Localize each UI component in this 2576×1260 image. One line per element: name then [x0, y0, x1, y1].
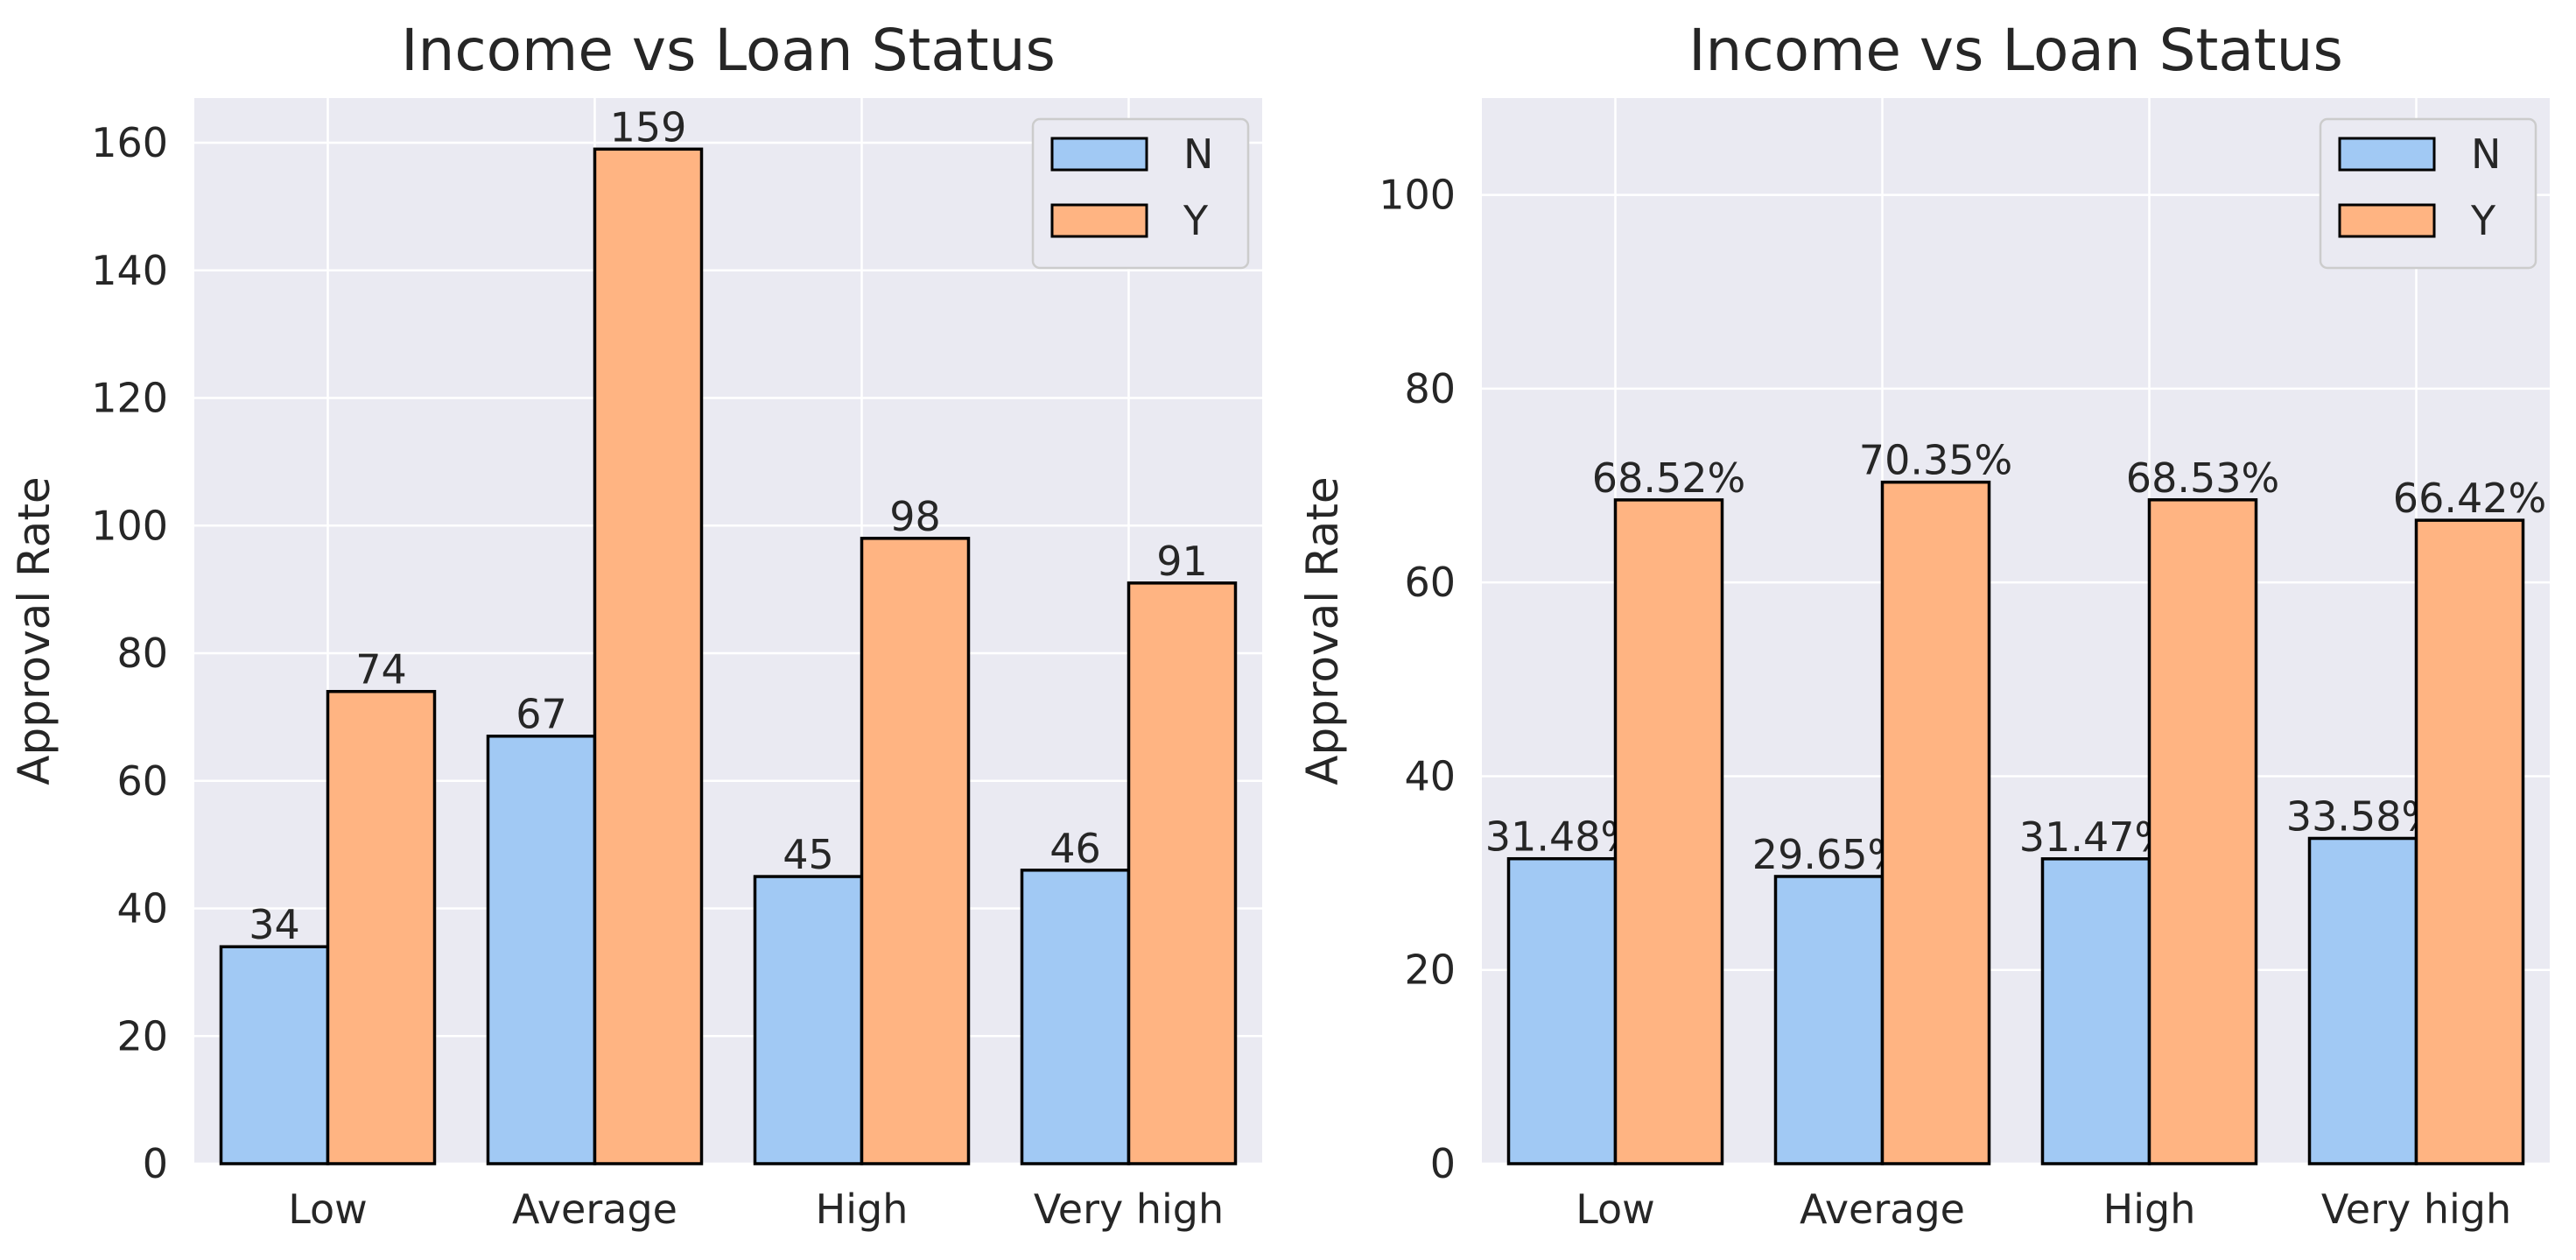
bar-n-high — [2040, 857, 2151, 1165]
y-tick-label: 100 — [91, 502, 168, 549]
bar-value-label: 159 — [610, 103, 687, 151]
bar-y-very-high — [1127, 581, 1238, 1165]
bar-y-average — [1880, 480, 1991, 1165]
y-tick-label: 0 — [143, 1140, 168, 1187]
y-tick-label: 40 — [116, 885, 168, 933]
y-tick-label: 140 — [91, 247, 168, 294]
bar-value-label: 68.52% — [1592, 454, 1745, 502]
bar-value-label: 70.35% — [1859, 437, 2012, 484]
bar-value-label: 29.65% — [1752, 831, 1906, 878]
chart-panel-1: 0 20 40 60 80 100 120 140 160 Low Average High Very … — [9, 17, 1262, 1233]
bar-n-average — [1773, 875, 1885, 1165]
legend: NY — [2319, 117, 2537, 270]
x-tick-label: Average — [512, 1186, 677, 1233]
x-tick-label: High — [2103, 1186, 2196, 1233]
y-tick-label: 80 — [116, 630, 168, 677]
bar-value-label: 31.47% — [2019, 813, 2172, 861]
legend: NY — [1031, 117, 1250, 270]
y-tick-label: 20 — [1404, 947, 1456, 994]
chart-title: Income vs Loan Status — [1688, 17, 2343, 84]
bar-y-low — [326, 689, 437, 1165]
x-tick-label: Low — [288, 1186, 368, 1233]
chart-panel-2: 0 20 40 60 80 100 Low Average High Very high 31.48… — [1297, 17, 2550, 1233]
bar-n-very-high — [2307, 836, 2418, 1165]
y-tick-label: 160 — [91, 119, 168, 166]
legend-swatch-y — [1050, 203, 1148, 238]
legend-swatch-n — [1050, 137, 1148, 172]
chart-title: Income vs Loan Status — [401, 17, 1056, 84]
bar-n-average — [486, 734, 597, 1165]
x-tick-label: Very high — [1034, 1186, 1224, 1233]
bar-n-low — [219, 945, 330, 1165]
legend-label-n: N — [1183, 130, 1213, 178]
bar-value-label: 91 — [1156, 538, 1208, 585]
legend-swatch-y — [2338, 203, 2436, 238]
bar-n-very-high — [1020, 869, 1131, 1165]
y-axis-label: Approval Rate — [9, 476, 60, 785]
bar-value-label: 68.53% — [2126, 454, 2279, 502]
bar-value-label: 33.58% — [2286, 792, 2439, 840]
y-tick-label: 120 — [91, 375, 168, 422]
y-tick-label: 40 — [1404, 752, 1456, 799]
y-tick-label: 80 — [1404, 365, 1456, 412]
x-tick-label: Very high — [2321, 1186, 2511, 1233]
bar-y-average — [593, 147, 704, 1165]
bar-y-very-high — [2414, 518, 2525, 1165]
bar-y-low — [1613, 498, 1724, 1165]
y-tick-label: 60 — [116, 757, 168, 805]
bar-y-high — [860, 537, 971, 1165]
bar-value-label: 66.42% — [2393, 475, 2546, 522]
y-tick-label: 20 — [116, 1012, 168, 1059]
legend-label-n: N — [2471, 130, 2501, 178]
bar-value-label: 46 — [1049, 825, 1101, 872]
bar-value-label: 74 — [355, 646, 407, 693]
x-tick-label: Average — [1800, 1186, 1965, 1233]
x-tick-label: Low — [1576, 1186, 1655, 1233]
bar-value-label: 98 — [889, 493, 941, 540]
legend-swatch-n — [2338, 137, 2436, 172]
bar-value-label: 45 — [783, 831, 834, 878]
bar-n-low — [1506, 856, 1618, 1165]
legend-label-y: Y — [1183, 197, 1209, 244]
bar-n-high — [753, 875, 864, 1165]
bar-value-label: 31.48% — [1485, 813, 1639, 861]
legend-label-y: Y — [2470, 197, 2496, 244]
y-tick-label: 60 — [1404, 559, 1456, 606]
y-tick-label: 100 — [1379, 172, 1456, 219]
y-tick-label: 0 — [1430, 1140, 1456, 1187]
y-axis-label: Approval Rate — [1297, 476, 1348, 785]
bar-value-label: 67 — [516, 691, 567, 738]
bar-value-label: 34 — [249, 901, 300, 948]
bar-y-high — [2147, 498, 2258, 1165]
x-tick-label: High — [816, 1186, 909, 1233]
